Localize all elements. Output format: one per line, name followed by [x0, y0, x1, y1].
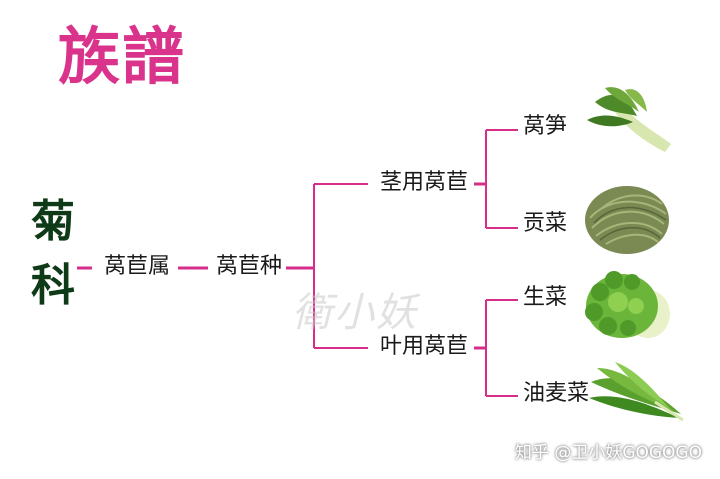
youmaicai-image — [589, 362, 684, 422]
page-title: 族譜 — [58, 20, 187, 93]
lettuce-stem-image — [587, 87, 671, 152]
credit-label: 知乎 @卫小妖GOGOGO — [514, 443, 702, 463]
gongcai-image — [585, 186, 669, 254]
watermark: 衛小妖 — [292, 290, 418, 336]
node-genus: 莴苣属 — [104, 254, 171, 279]
family-label: 菊 科 — [28, 190, 78, 318]
node-stem-lettuce: 茎用莴苣 — [380, 170, 469, 195]
lettuce-leaf-image — [585, 271, 670, 338]
node-shengcai: 生菜 — [523, 285, 568, 310]
node-species: 莴苣种 — [216, 254, 283, 279]
node-gongcai: 贡菜 — [523, 211, 568, 236]
node-woosun: 莴笋 — [523, 114, 568, 139]
node-leaf-lettuce: 叶用莴苣 — [380, 334, 469, 359]
family-char-2: 科 — [31, 260, 75, 311]
node-youmaicai: 油麦菜 — [523, 381, 590, 406]
family-char-1: 菊 — [31, 196, 75, 247]
